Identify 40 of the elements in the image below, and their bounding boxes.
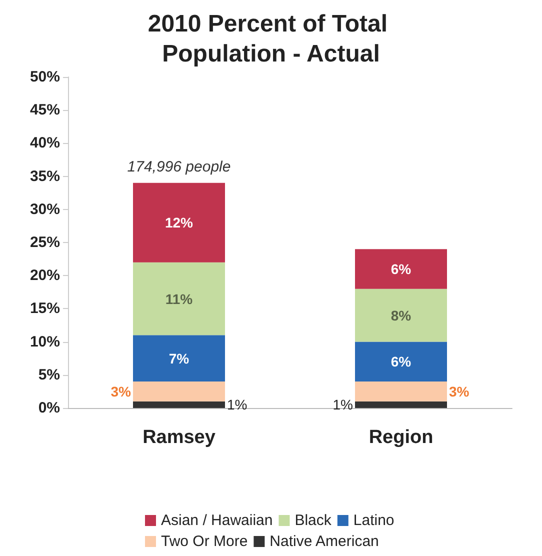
data-label: 1% (227, 396, 248, 413)
x-tick-label: Region (368, 427, 434, 448)
data-label: 12% (164, 214, 194, 231)
data-label: 8% (390, 307, 412, 324)
annotation: 174,996 people (127, 158, 231, 176)
data-label: 1% (332, 396, 353, 413)
y-tick-label: 15% (30, 300, 60, 318)
data-label: 11% (165, 290, 194, 307)
y-tick-label: 20% (30, 267, 60, 284)
bar (133, 182, 225, 262)
data-label: 6% (390, 260, 412, 277)
bar (355, 249, 447, 289)
y-tick-label: 10% (30, 333, 60, 350)
bar (133, 382, 225, 402)
y-tick-label: 40% (30, 134, 60, 152)
data-label: 3% (110, 383, 132, 400)
y-tick-label: 50% (30, 68, 60, 86)
bar (355, 382, 447, 402)
legend-label: Native American (270, 533, 379, 550)
y-tick-label: 0% (38, 400, 60, 416)
y-tick-label: 30% (30, 200, 60, 218)
bar (133, 335, 225, 382)
y-tick-label: 45% (30, 102, 60, 119)
bar (355, 342, 447, 382)
legend-label: Two Or More (161, 533, 248, 550)
bar (133, 401, 225, 408)
data-label: 6% (390, 354, 412, 370)
y-tick-label: 5% (38, 366, 60, 384)
data-label: 7% (168, 350, 190, 366)
data-label: 3% (449, 383, 470, 400)
bar (133, 262, 225, 336)
legend-label: Latino (353, 512, 394, 529)
bar (355, 288, 447, 342)
y-tick-label: 35% (30, 168, 60, 185)
bar (355, 401, 447, 408)
legend-label: Black (294, 512, 332, 529)
legend-label: Asian / Hawaiian (161, 512, 273, 529)
x-tick-label: Ramsey (142, 427, 216, 448)
y-tick-label: 25% (30, 234, 60, 251)
chart-title: 2010 Percent of Total Population - Actual (148, 10, 394, 68)
